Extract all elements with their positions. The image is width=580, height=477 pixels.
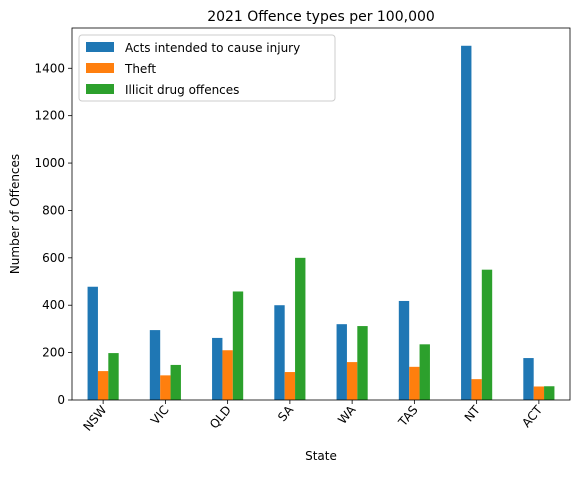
- x-axis: NSW VIC QLD SA WA TAS NT ACT: [80, 400, 546, 434]
- y-tick-label: 1200: [34, 109, 65, 123]
- bar-qld-illicit-drug-offences: [232, 291, 244, 400]
- y-axis: 0 200 400 600 800 1000 1200 1400: [34, 61, 72, 407]
- bar-wa-illicit-drug-offences: [357, 326, 368, 400]
- bar-nt-illicit-drug-offences: [481, 269, 493, 400]
- bar-act-illicit-drug-offences: [544, 386, 555, 400]
- y-axis-title: Number of Offences: [8, 154, 22, 274]
- bar-nt-acts-intended-to-cause-injury: [461, 45, 472, 401]
- bar-wa-theft: [346, 362, 358, 400]
- bar-nt-theft: [471, 379, 482, 400]
- legend-frame: [78, 34, 336, 102]
- y-tick-label: 1400: [34, 61, 65, 75]
- plot-frame: [71, 27, 571, 401]
- x-tick-label-wa: WA: [335, 402, 359, 426]
- x-axis-title: State: [305, 449, 337, 463]
- legend-label-illicit-drug-offences: Illicit drug offences: [125, 83, 239, 97]
- bar-qld-acts-intended-to-cause-injury: [212, 337, 223, 400]
- bar-sa-illicit-drug-offences: [295, 257, 306, 400]
- y-tick-label: 600: [42, 251, 65, 265]
- series-theft: [97, 350, 545, 400]
- x-tick-label-vic: VIC: [148, 403, 172, 427]
- legend-items: Acts intended to cause injury Theft Illici…: [86, 41, 300, 97]
- legend: Acts intended to cause injury Theft Illici…: [78, 34, 336, 102]
- legend-label-acts-intended-to-cause-injury: Acts intended to cause injury: [125, 41, 300, 55]
- bar-vic-theft: [160, 375, 171, 400]
- bar-sa-acts-intended-to-cause-injury: [274, 305, 285, 400]
- y-tick-label: 800: [42, 203, 65, 217]
- bar-tas-theft: [409, 366, 420, 400]
- series-illicit-drug-offences: [108, 257, 555, 400]
- y-tick-label: 400: [42, 298, 65, 312]
- x-tick-label-sa: SA: [275, 402, 297, 424]
- series-acts-intended-to-cause-injury: [87, 45, 534, 401]
- bar-vic-illicit-drug-offences: [170, 364, 181, 400]
- bar-act-theft: [533, 386, 545, 400]
- legend-label-theft: Theft: [124, 62, 156, 76]
- bar-nsw-theft: [97, 371, 109, 400]
- y-tick-label: 1000: [34, 156, 65, 170]
- bar-act-acts-intended-to-cause-injury: [523, 358, 534, 400]
- bar-sa-theft: [284, 372, 296, 400]
- legend-swatch-illicit-drug-offences: [86, 84, 114, 94]
- x-tick-label-nsw: NSW: [80, 403, 109, 434]
- bar-tas-acts-intended-to-cause-injury: [398, 300, 410, 400]
- legend-swatch-theft: [86, 63, 114, 73]
- legend-swatch-acts-intended-to-cause-injury: [86, 42, 114, 52]
- x-tick-label-act: ACT: [519, 402, 545, 430]
- bar-nsw-acts-intended-to-cause-injury: [87, 286, 98, 400]
- bar-wa-acts-intended-to-cause-injury: [336, 324, 347, 400]
- x-tick-label-qld: QLD: [207, 403, 234, 431]
- bar-nsw-illicit-drug-offences: [108, 353, 119, 400]
- bar-qld-theft: [222, 350, 233, 400]
- chart-title: 2021 Offence types per 100,000: [207, 9, 435, 25]
- y-tick-label: 200: [42, 346, 65, 360]
- bar-tas-illicit-drug-offences: [419, 344, 430, 400]
- x-tick-label-nt: NT: [462, 402, 484, 424]
- bar-vic-acts-intended-to-cause-injury: [149, 330, 161, 400]
- y-tick-label: 0: [57, 393, 65, 407]
- x-tick-label-tas: TAS: [395, 403, 421, 430]
- bars-group: [87, 45, 555, 401]
